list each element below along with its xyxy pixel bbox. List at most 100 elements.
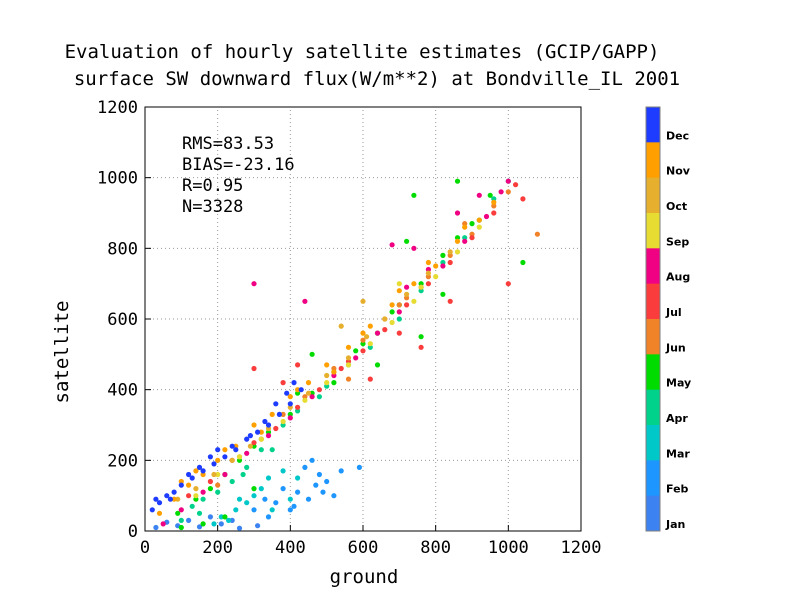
scatter-point-dec (262, 418, 268, 425)
stat-bias: BIAS=-23.16 (182, 155, 295, 175)
scatter-point-feb (265, 514, 272, 520)
scatter-point-dec (156, 500, 163, 506)
colorbar-label-may: May (666, 377, 691, 390)
scatter-point-mar (218, 514, 224, 520)
scatter-point-apr (196, 510, 203, 516)
colorbar-label-apr: Apr (666, 412, 688, 425)
scatter-point-aug (483, 213, 490, 220)
scatter-point-jan (207, 514, 213, 520)
scatter-point-feb (291, 503, 297, 509)
scatter-point-oct (447, 249, 453, 255)
scatter-point-oct (175, 496, 181, 502)
scatter-point-aug (411, 245, 417, 251)
scatter-point-aug (389, 242, 395, 248)
scatter-point-oct (338, 323, 344, 329)
scatter-point-apr (244, 464, 250, 470)
colorbar-swatch-dec (646, 107, 660, 143)
scatter-point-may (418, 334, 424, 340)
scatter-point-dec (247, 433, 253, 439)
scatter-point-may (404, 238, 410, 244)
scatter-point-apr (367, 344, 373, 350)
colorbar-swatch-apr (646, 389, 660, 426)
scatter-point-jul (367, 376, 373, 382)
scatter-point-may (440, 252, 446, 258)
scatter-point-dec (273, 401, 279, 407)
y-tick-label: 1000 (97, 169, 138, 189)
scatter-point-may (520, 259, 526, 266)
scatter-point-sep (302, 397, 308, 403)
scatter-point-dec (200, 468, 206, 474)
y-axis-label: satellite (51, 301, 73, 404)
scatter-point-feb (309, 457, 315, 463)
colorbar-frame (645, 106, 661, 532)
scatter-point-mar (211, 521, 217, 527)
scatter-point-oct (193, 486, 199, 492)
scatter-point-mar (244, 500, 250, 506)
scatter-point-nov (389, 302, 395, 308)
scatter-point-sep (367, 341, 373, 347)
scatter-point-aug (374, 330, 381, 336)
scatter-point-feb (356, 464, 362, 470)
scatter-point-may (309, 351, 315, 357)
scatter-point-aug (251, 281, 257, 287)
y-tick-label: 400 (107, 381, 138, 401)
scatter-point-dec (178, 482, 184, 488)
scatter-point-aug (440, 263, 446, 269)
scatter-point-may (331, 380, 337, 386)
scatter-point-jul (520, 196, 526, 202)
axis-ticks: 0 200 400 600 800 1000 1200 0 200 400 600 800 1000 12… (97, 98, 601, 558)
scatter-point-jan (196, 524, 203, 530)
scatter-point-apr (258, 447, 264, 453)
scatter-point-jan (153, 524, 159, 531)
scatter-point-dec (222, 454, 228, 460)
scatter-point-aug (178, 507, 184, 513)
scatter-point-dec (186, 471, 192, 478)
scatter-point-dec (265, 422, 272, 428)
scatter-point-feb (251, 507, 257, 513)
scatter-point-oct (364, 334, 370, 340)
scatter-point-dec (196, 464, 203, 470)
scatter-point-mar (251, 493, 257, 499)
colorbar-label-aug: Aug (666, 271, 690, 284)
colorbar: Dec Nov Oct Sep Aug Jul Jun May Apr Mar Feb Jan (645, 106, 691, 532)
scatter-point-sep (411, 298, 417, 304)
scatter-point-jun (345, 376, 352, 382)
colorbar-swatch-oct (646, 177, 660, 214)
colorbar-swatch-mar (646, 425, 660, 461)
scatter-point-may (374, 362, 381, 368)
scatter-point-feb (262, 496, 268, 502)
scatter-point-may (222, 514, 228, 520)
scatter-point-aug (425, 266, 431, 273)
scatter-point-nov (367, 323, 373, 329)
colorbar-swatch-nov (646, 142, 660, 179)
scatter-point-nov (215, 457, 221, 463)
scatter-point-jul (280, 380, 286, 386)
colorbar-label-jan: Jan (665, 518, 685, 531)
scatter-point-feb (273, 500, 279, 506)
scatter-point-nov (287, 394, 293, 400)
chart-title-line2: surface SW downward flux(W/m**2) at Bond… (74, 68, 680, 90)
scatter-point-nov (258, 429, 264, 435)
scatter-point-jul (273, 425, 279, 432)
scatter-point-sep (418, 284, 424, 290)
scatter-point-may (207, 486, 213, 492)
scatter-point-aug (498, 189, 504, 195)
scatter-point-nov (171, 496, 177, 502)
scatter-point-mar (236, 496, 243, 502)
scatter-point-may (411, 192, 417, 198)
scatter-point-sep (193, 493, 199, 499)
scatter-point-nov (200, 471, 206, 478)
scatter-point-mar (287, 496, 293, 502)
scatter-point-nov (425, 259, 431, 266)
scatter-point-jan (236, 525, 243, 531)
scatter-point-apr (240, 471, 246, 478)
colorbar-label-dec: Dec (666, 129, 689, 142)
scatter-point-aug (302, 298, 308, 304)
scatter-point-nov (454, 238, 461, 244)
scatter-point-may (454, 235, 461, 241)
scatter-point-may (178, 524, 184, 531)
x-tick-label: 600 (348, 538, 379, 558)
scatter-point-jul (491, 210, 497, 216)
scatter-point-feb (331, 493, 337, 499)
scatter-point-aug (200, 489, 206, 495)
